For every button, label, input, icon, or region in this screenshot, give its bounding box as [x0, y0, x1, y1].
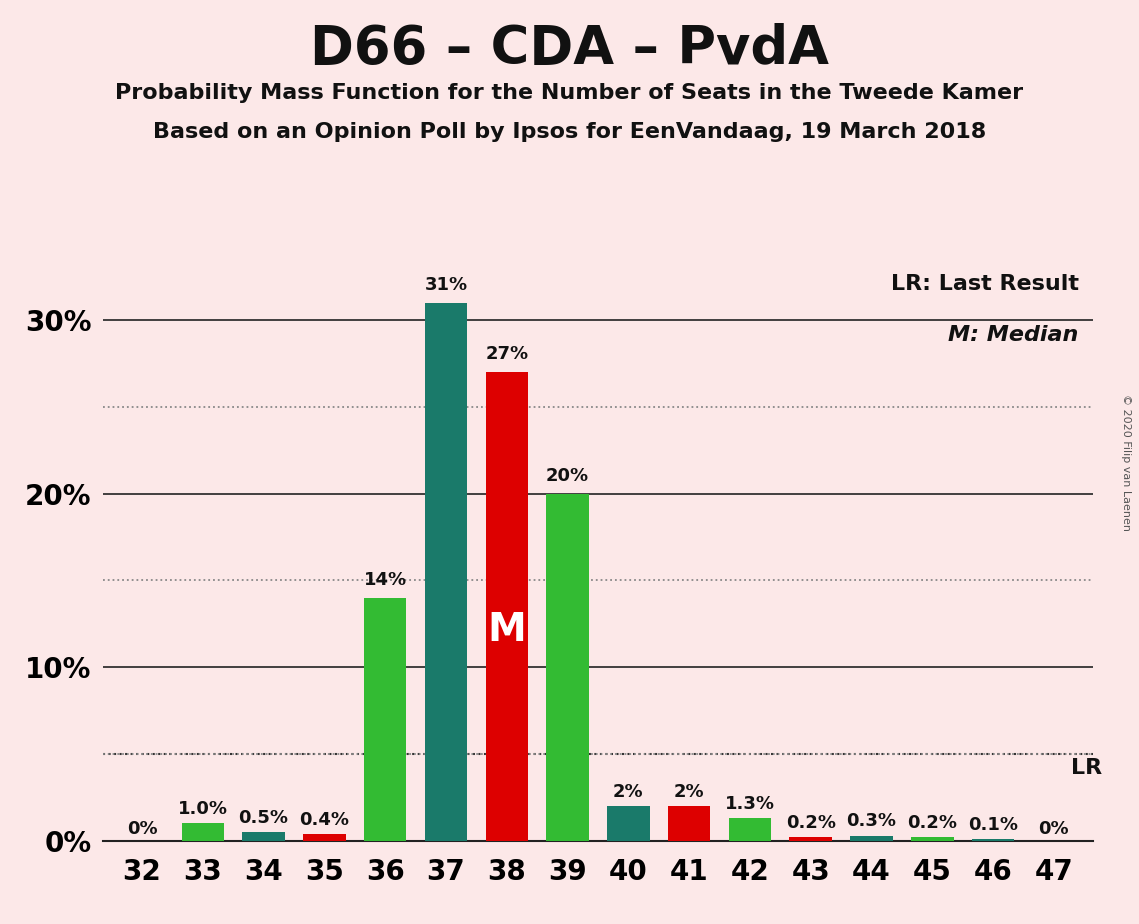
- Bar: [851, 835, 893, 841]
- Text: 0.4%: 0.4%: [300, 810, 350, 829]
- Text: M: M: [487, 611, 526, 649]
- Text: LR: Last Result: LR: Last Result: [891, 274, 1079, 294]
- Bar: [243, 833, 285, 841]
- Text: 0.3%: 0.3%: [846, 812, 896, 831]
- Text: 27%: 27%: [485, 346, 528, 363]
- Bar: [181, 823, 224, 841]
- Text: 0.5%: 0.5%: [238, 808, 288, 827]
- Text: © 2020 Filip van Laenen: © 2020 Filip van Laenen: [1121, 394, 1131, 530]
- Bar: [607, 806, 649, 841]
- Text: 0.1%: 0.1%: [968, 816, 1018, 833]
- Text: D66 – CDA – PvdA: D66 – CDA – PvdA: [310, 23, 829, 75]
- Text: 1.0%: 1.0%: [178, 800, 228, 819]
- Text: 20%: 20%: [546, 467, 589, 485]
- Text: Based on an Opinion Poll by Ipsos for EenVandaag, 19 March 2018: Based on an Opinion Poll by Ipsos for Ee…: [153, 122, 986, 142]
- Bar: [425, 303, 467, 841]
- Text: M: Median: M: Median: [948, 325, 1079, 346]
- Text: 2%: 2%: [613, 783, 644, 801]
- Text: 14%: 14%: [363, 571, 407, 590]
- Bar: [667, 806, 711, 841]
- Bar: [789, 837, 831, 841]
- Text: LR: LR: [1072, 759, 1103, 778]
- Bar: [485, 372, 528, 841]
- Bar: [729, 819, 771, 841]
- Bar: [911, 837, 953, 841]
- Text: 0%: 0%: [126, 821, 157, 838]
- Text: 2%: 2%: [674, 783, 705, 801]
- Text: Probability Mass Function for the Number of Seats in the Tweede Kamer: Probability Mass Function for the Number…: [115, 83, 1024, 103]
- Text: 31%: 31%: [425, 276, 467, 294]
- Bar: [303, 833, 345, 841]
- Text: 0.2%: 0.2%: [786, 814, 836, 833]
- Bar: [364, 598, 407, 841]
- Bar: [547, 493, 589, 841]
- Bar: [972, 839, 1015, 841]
- Text: 0.2%: 0.2%: [908, 814, 958, 833]
- Text: 0%: 0%: [1039, 821, 1070, 838]
- Text: 1.3%: 1.3%: [724, 795, 775, 813]
